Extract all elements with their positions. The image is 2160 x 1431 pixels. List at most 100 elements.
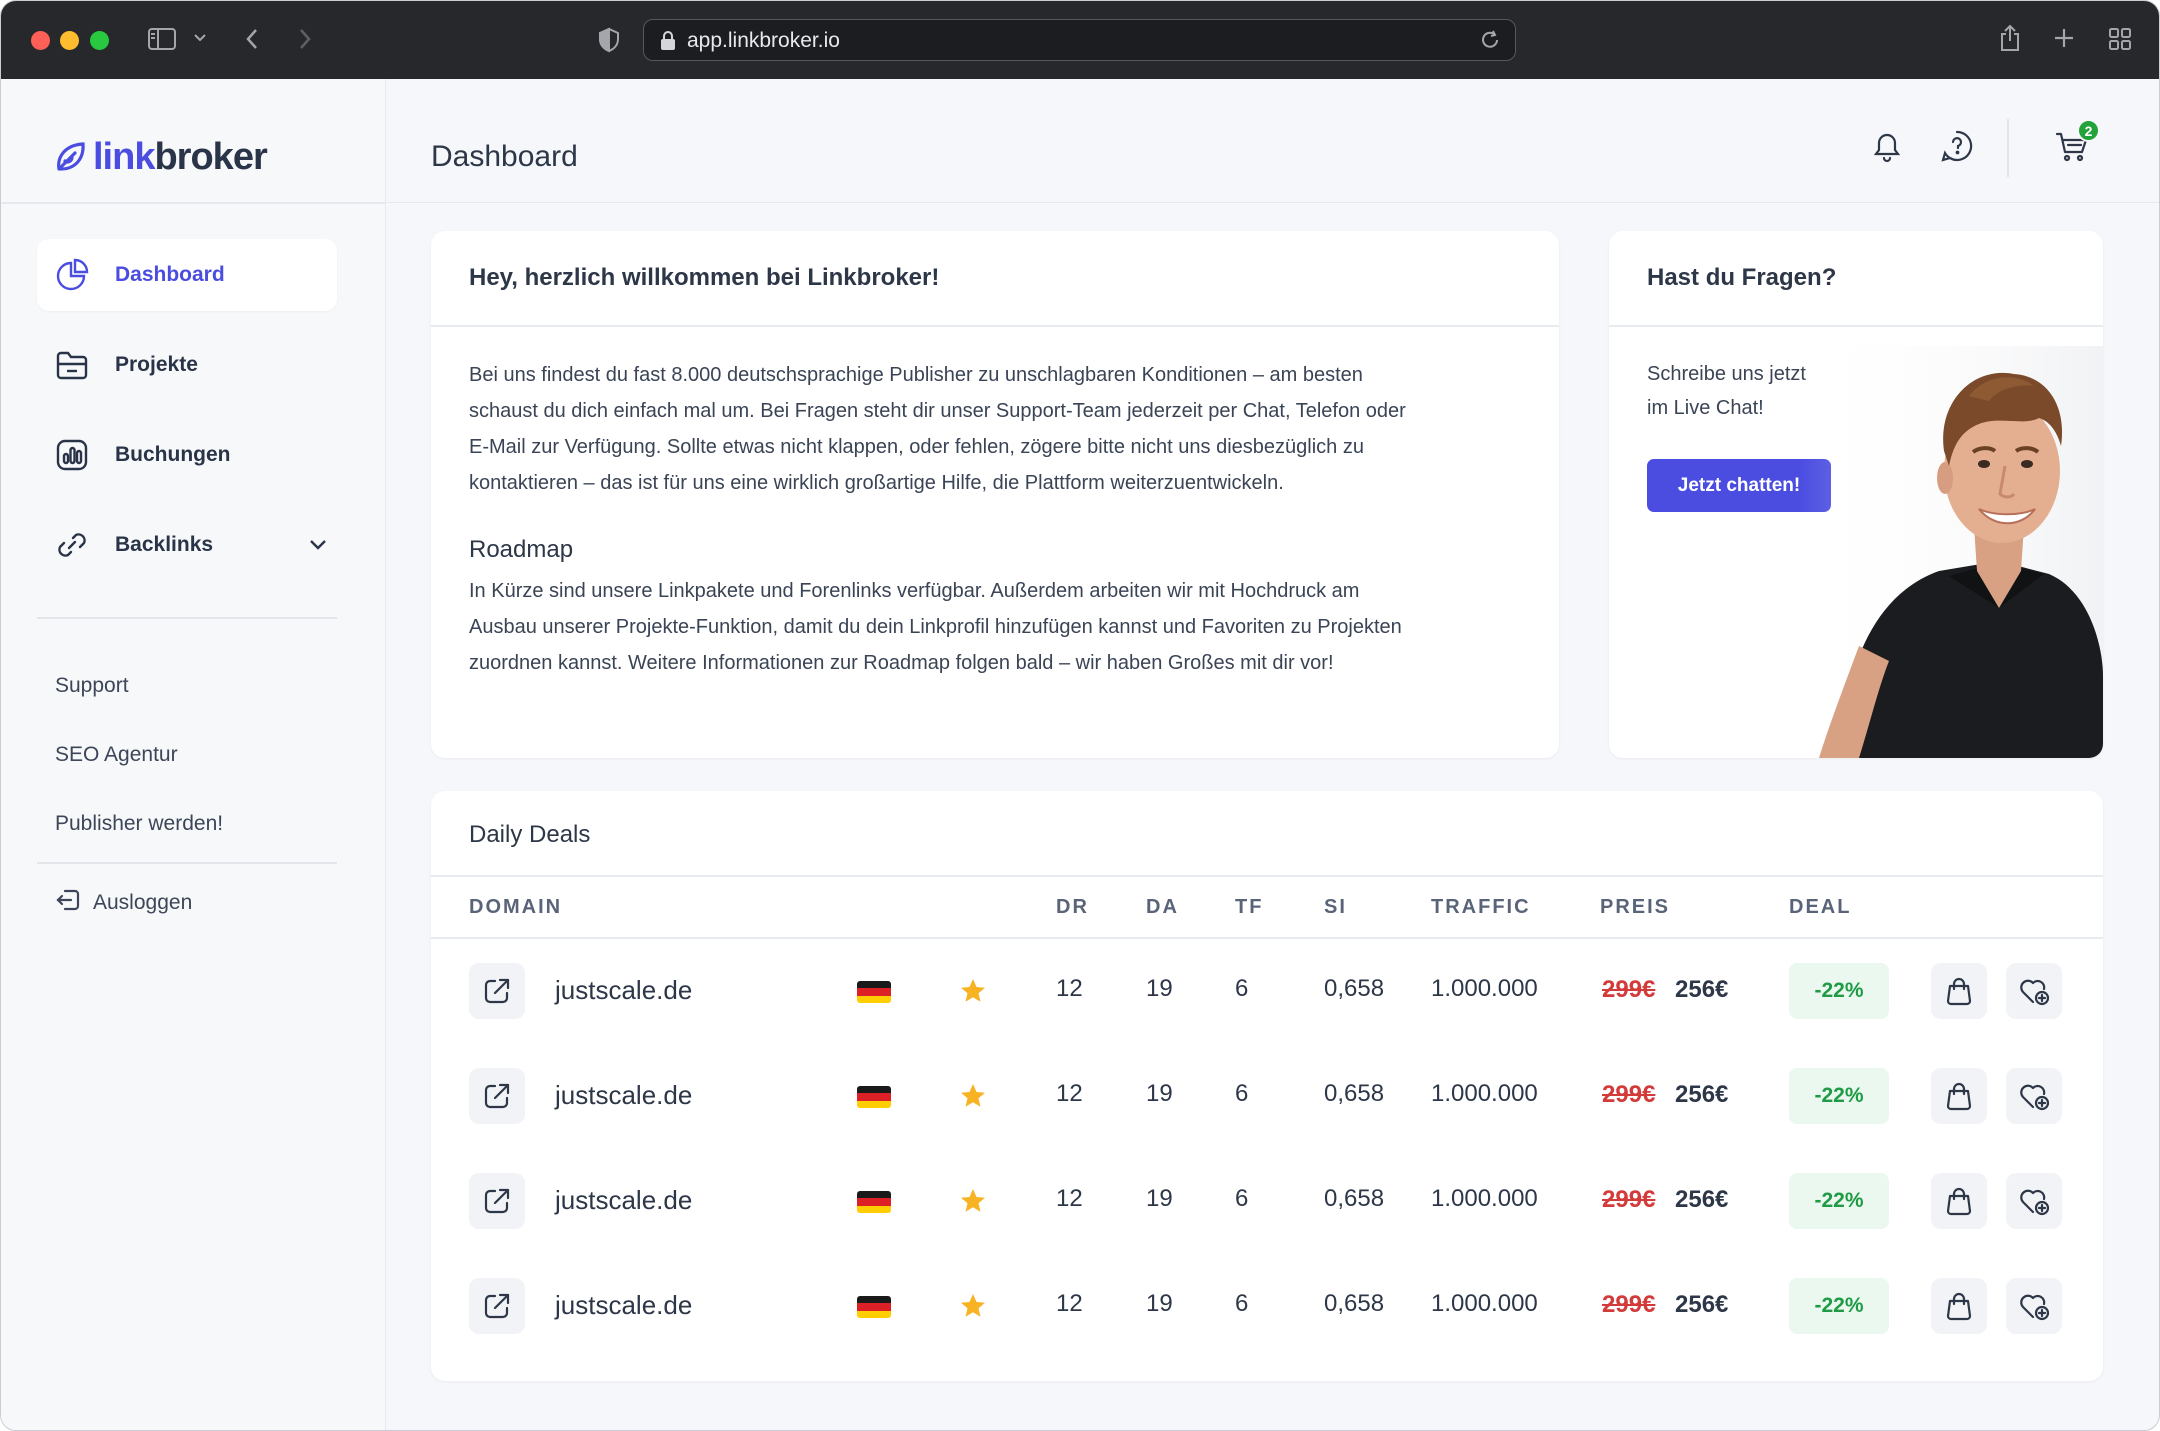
shopping-bag-icon xyxy=(1946,1187,1972,1216)
domain-name[interactable]: justscale.de xyxy=(555,1290,693,1320)
close-window-button[interactable] xyxy=(31,31,50,50)
column-header-deal: DEAL xyxy=(1789,896,1852,918)
sidebar-link-support[interactable]: Support xyxy=(55,674,129,697)
open-domain-button[interactable] xyxy=(469,1278,525,1334)
add-to-favorites-button[interactable] xyxy=(2006,1278,2062,1334)
current-price: 256€ xyxy=(1675,976,1729,1003)
roadmap-title: Roadmap xyxy=(469,536,574,563)
welcome-title: Hey, herzlich willkommen bei Linkbroker! xyxy=(469,264,940,291)
domain-name[interactable]: justscale.de xyxy=(555,1080,693,1110)
logo-text: linkbroker xyxy=(93,135,268,178)
browser-toolbar: app.linkbroker.io xyxy=(1,1,2159,79)
tf-value: 6 xyxy=(1235,1290,1249,1317)
reload-icon[interactable] xyxy=(1479,29,1501,56)
tf-value: 6 xyxy=(1235,1080,1249,1107)
welcome-intro-line: E-Mail zur Verfügung. Sollte etwas nicht… xyxy=(469,436,1364,458)
sidebar-divider xyxy=(1,202,386,204)
logout-icon xyxy=(55,887,81,918)
card-divider xyxy=(431,875,2103,877)
current-price: 256€ xyxy=(1675,1186,1729,1213)
external-link-icon xyxy=(484,1188,510,1214)
welcome-intro-line: Bei uns findest du fast 8.000 deutschspr… xyxy=(469,364,1363,386)
help-chat-icon[interactable] xyxy=(1940,129,1974,168)
sidebar: linkbroker Dashboard Projekte Buchungen xyxy=(1,79,386,1430)
star-icon[interactable] xyxy=(959,977,987,1010)
sidebar-toggle-icon[interactable] xyxy=(147,27,177,51)
column-header-preis: PREIS xyxy=(1600,896,1671,918)
tf-value: 6 xyxy=(1235,975,1249,1002)
old-price: 299€ xyxy=(1602,1186,1656,1213)
bell-icon[interactable] xyxy=(1871,129,1903,168)
share-icon[interactable] xyxy=(1998,23,2022,53)
deal-badge: -22% xyxy=(1789,1278,1889,1334)
welcome-card: Hey, herzlich willkommen bei Linkbroker!… xyxy=(431,231,1559,758)
table-row: justscale.de 12 19 6 0,658 1.000.000 299… xyxy=(431,1254,2103,1359)
sidebar-item-backlinks[interactable]: Backlinks xyxy=(37,509,337,581)
back-arrow-icon[interactable] xyxy=(244,27,260,51)
tab-overview-icon[interactable] xyxy=(2108,27,2132,51)
da-value: 19 xyxy=(1146,975,1173,1002)
open-domain-button[interactable] xyxy=(469,963,525,1019)
sidebar-link-seo-agentur[interactable]: SEO Agentur xyxy=(55,743,178,766)
add-to-favorites-button[interactable] xyxy=(2006,963,2062,1019)
old-price: 299€ xyxy=(1602,1081,1656,1108)
new-tab-icon[interactable] xyxy=(2053,27,2075,49)
sidebar-item-dashboard[interactable]: Dashboard xyxy=(37,239,337,311)
shopping-bag-icon xyxy=(1946,977,1972,1006)
chevron-down-icon[interactable] xyxy=(307,533,329,560)
column-header-si: SI xyxy=(1324,896,1347,918)
minimize-window-button[interactable] xyxy=(60,31,79,50)
cart-count-badge: 2 xyxy=(2077,119,2100,142)
sidebar-item-label: Projekte xyxy=(115,353,198,376)
traffic-value: 1.000.000 xyxy=(1431,1290,1538,1317)
domain-name[interactable]: justscale.de xyxy=(555,975,693,1005)
dr-value: 12 xyxy=(1056,1185,1083,1212)
domain-name[interactable]: justscale.de xyxy=(555,1185,693,1215)
add-to-cart-button[interactable] xyxy=(1931,963,1987,1019)
logout-button[interactable]: Ausloggen xyxy=(55,887,192,918)
column-header-tf: TF xyxy=(1235,896,1264,918)
table-row: justscale.de 12 19 6 0,658 1.000.000 299… xyxy=(431,1149,2103,1254)
add-to-cart-button[interactable] xyxy=(1931,1068,1987,1124)
shopping-bag-icon xyxy=(1946,1082,1972,1111)
open-domain-button[interactable] xyxy=(469,1173,525,1229)
current-price: 256€ xyxy=(1675,1291,1729,1318)
logo-leaf-icon xyxy=(57,142,85,171)
privacy-shield-icon[interactable] xyxy=(598,27,620,53)
da-value: 19 xyxy=(1146,1290,1173,1317)
add-to-favorites-button[interactable] xyxy=(2006,1173,2062,1229)
external-link-icon xyxy=(484,1293,510,1319)
external-link-icon xyxy=(484,978,510,1004)
old-price: 299€ xyxy=(1602,1291,1656,1318)
add-to-cart-button[interactable] xyxy=(1931,1173,1987,1229)
help-text: Schreibe uns jetzt im Live Chat! xyxy=(1647,363,1806,419)
sidebar-item-buchungen[interactable]: Buchungen xyxy=(37,419,337,491)
add-to-favorites-button[interactable] xyxy=(2006,1068,2062,1124)
forward-arrow-icon[interactable] xyxy=(297,27,313,51)
column-header-traffic: TRAFFIC xyxy=(1431,896,1531,918)
folder-icon xyxy=(55,348,89,382)
linkbroker-logo[interactable]: linkbroker xyxy=(53,135,268,178)
add-to-cart-button[interactable] xyxy=(1931,1278,1987,1334)
germany-flag-icon xyxy=(857,981,891,1003)
address-bar[interactable]: app.linkbroker.io xyxy=(643,19,1516,61)
deals-title: Daily Deals xyxy=(469,821,591,848)
star-icon[interactable] xyxy=(959,1292,987,1325)
roadmap-line: In Kürze sind unsere Linkpakete und Fore… xyxy=(469,580,1360,602)
support-agent-photo xyxy=(1799,346,2103,758)
shopping-bag-icon xyxy=(1946,1292,1972,1321)
star-icon[interactable] xyxy=(959,1082,987,1115)
star-icon[interactable] xyxy=(959,1187,987,1220)
si-value: 0,658 xyxy=(1324,1290,1385,1317)
zoom-window-button[interactable] xyxy=(90,31,109,50)
open-domain-button[interactable] xyxy=(469,1068,525,1124)
bar-chart-icon xyxy=(55,438,89,472)
sidebar-item-projekte[interactable]: Projekte xyxy=(37,329,337,401)
sidebar-link-publisher-werden[interactable]: Publisher werden! xyxy=(55,812,224,835)
chevron-down-icon[interactable] xyxy=(193,33,207,43)
tf-value: 6 xyxy=(1235,1185,1249,1212)
table-row: justscale.de 12 19 6 0,658 1.000.000 299… xyxy=(431,939,2103,1044)
germany-flag-icon xyxy=(857,1191,891,1213)
lock-icon xyxy=(660,31,676,56)
heart-plus-icon xyxy=(2020,1294,2050,1321)
